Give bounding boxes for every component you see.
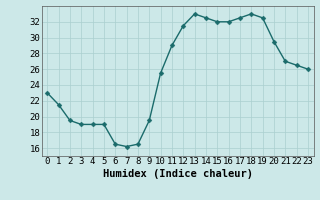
X-axis label: Humidex (Indice chaleur): Humidex (Indice chaleur) [103,169,252,179]
